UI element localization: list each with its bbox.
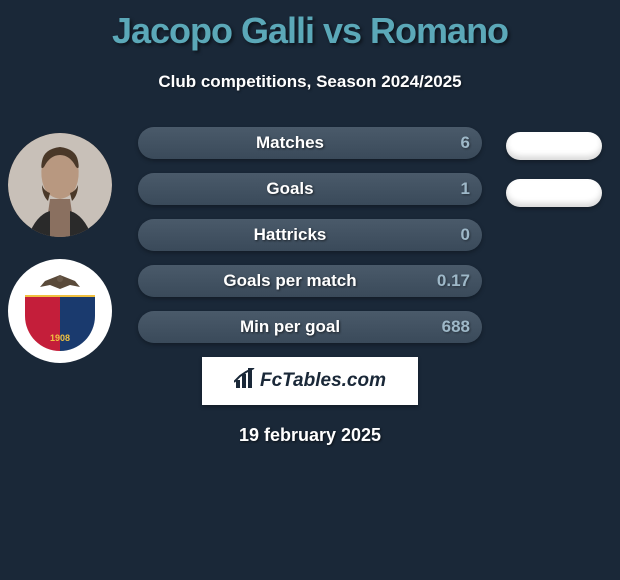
fctables-badge[interactable]: FcTables.com xyxy=(202,357,418,405)
eagle-icon xyxy=(35,273,85,293)
stat-label: Min per goal xyxy=(138,317,482,337)
chart-icon xyxy=(234,368,256,394)
right-pill-2 xyxy=(506,179,602,207)
content-area: 1908 Matches 6 Goals 1 Hattricks 0 Goals… xyxy=(0,127,620,343)
stat-value: 0.17 xyxy=(437,271,470,291)
club-badge: 1908 xyxy=(25,271,95,351)
stat-label: Hattricks xyxy=(138,225,482,245)
stat-value: 6 xyxy=(461,133,470,153)
stat-row-matches: Matches 6 xyxy=(138,127,482,159)
stat-value: 0 xyxy=(461,225,470,245)
stat-value: 688 xyxy=(442,317,470,337)
page-title: Jacopo Galli vs Romano xyxy=(0,0,620,52)
stat-label: Goals per match xyxy=(138,271,482,291)
stat-row-goals-per-match: Goals per match 0.17 xyxy=(138,265,482,297)
player-avatar xyxy=(8,133,112,237)
person-icon xyxy=(8,133,112,237)
stat-row-goals: Goals 1 xyxy=(138,173,482,205)
club-badge-shield: 1908 xyxy=(25,295,95,351)
subtitle: Club competitions, Season 2024/2025 xyxy=(0,72,620,92)
club-badge-eagle xyxy=(25,271,95,295)
date-text: 19 february 2025 xyxy=(0,425,620,446)
stat-row-min-per-goal: Min per goal 688 xyxy=(138,311,482,343)
right-pill-1 xyxy=(506,132,602,160)
player-avatar-image xyxy=(8,133,112,237)
stat-value: 1 xyxy=(461,179,470,199)
fctables-logo: FcTables.com xyxy=(234,368,386,394)
club-avatar: 1908 xyxy=(8,259,112,363)
club-badge-year: 1908 xyxy=(50,333,70,343)
stat-row-hattricks: Hattricks 0 xyxy=(138,219,482,251)
stats-container: Matches 6 Goals 1 Hattricks 0 Goals per … xyxy=(138,127,482,343)
fctables-text: FcTables.com xyxy=(260,370,386,392)
stat-label: Matches xyxy=(138,133,482,153)
stat-label: Goals xyxy=(138,179,482,199)
